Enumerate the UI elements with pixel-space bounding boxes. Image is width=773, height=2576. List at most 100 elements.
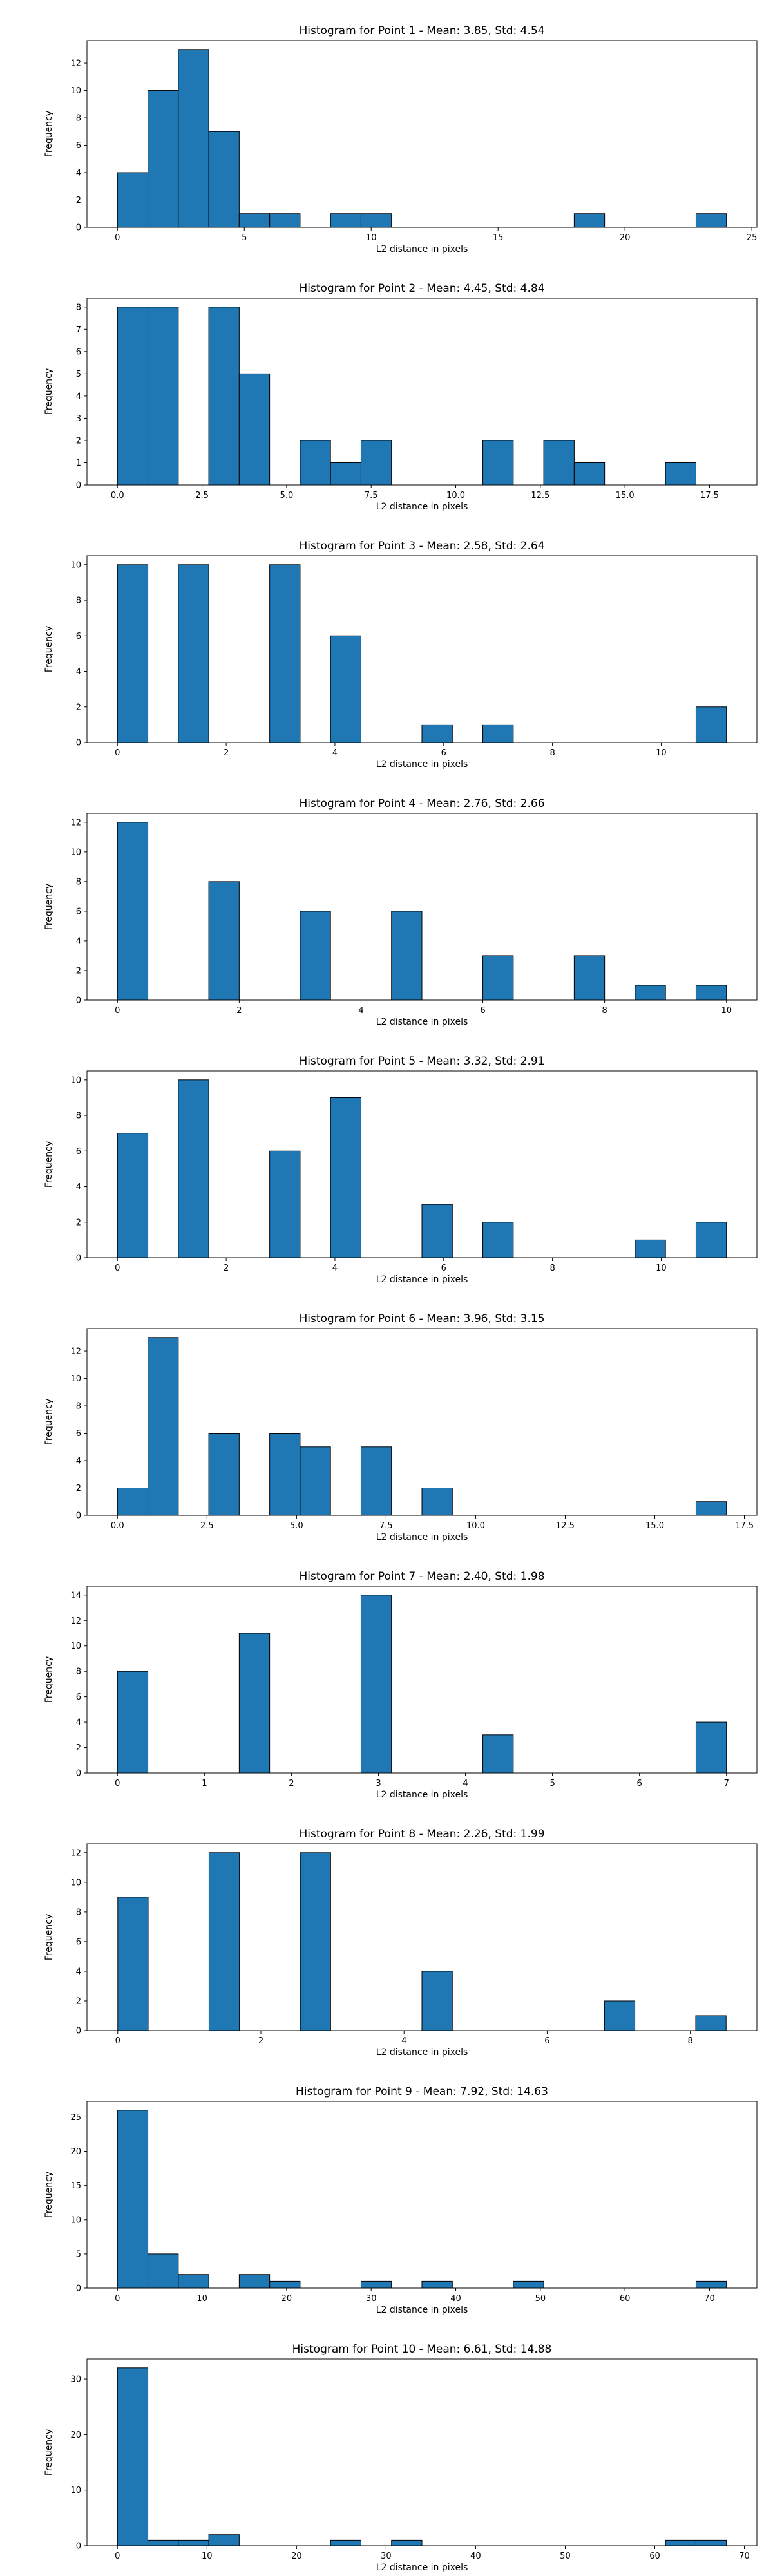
- x-tick-label: 6: [441, 1264, 446, 1273]
- plot-frame: [86, 1328, 758, 1516]
- y-tick-label: 10: [70, 560, 81, 570]
- x-axis-label: L2 distance in pixels: [376, 2305, 468, 2315]
- histogram-bar: [269, 213, 301, 228]
- y-tick-label: 12: [70, 1848, 81, 1858]
- y-tick-label: 10: [70, 1642, 81, 1651]
- y-tick-label: 20: [70, 2430, 81, 2440]
- y-tick-label: 20: [70, 2147, 81, 2157]
- histogram-bar: [391, 911, 423, 1001]
- x-axis-label: L2 distance in pixels: [376, 244, 468, 254]
- histogram-bar: [208, 2534, 240, 2546]
- y-tick-label: 14: [70, 1591, 81, 1600]
- x-tick-label: 5: [242, 233, 247, 243]
- histogram-bar: [360, 213, 392, 228]
- y-tick-label: 10: [70, 848, 81, 857]
- histogram-bar: [695, 1721, 727, 1774]
- histogram-bar: [360, 1446, 392, 1516]
- x-axis-label: L2 distance in pixels: [376, 759, 468, 770]
- y-tick-label: 8: [76, 596, 81, 606]
- histogram-bar: [695, 706, 727, 743]
- y-tick-label: 0: [76, 2027, 81, 2036]
- histogram-bar: [269, 1433, 301, 1516]
- y-tick-label: 8: [76, 114, 81, 124]
- histogram-bar: [695, 1222, 727, 1258]
- histogram-bar: [148, 1337, 179, 1516]
- y-axis-label: Frequency: [44, 884, 54, 930]
- x-tick-label: 4: [463, 1779, 468, 1788]
- histogram-chart-7: Histogram for Point 7 - Mean: 2.40, Std:…: [44, 1570, 758, 1800]
- y-tick-label: 8: [76, 1112, 81, 1121]
- y-tick-label: 10: [70, 1075, 81, 1085]
- y-tick-label: 4: [76, 169, 81, 178]
- histogram-bar: [117, 1897, 149, 2031]
- plot-frame: [86, 2358, 758, 2546]
- histogram-bar: [300, 1446, 331, 1516]
- chart-title: Histogram for Point 10 - Mean: 6.61, Std…: [292, 2343, 552, 2356]
- x-tick-label: 17.5: [700, 491, 719, 500]
- histogram-bar: [117, 172, 149, 228]
- x-tick-label: 15.0: [645, 1521, 664, 1531]
- x-tick-label: 10: [656, 748, 667, 758]
- y-tick-label: 6: [76, 1429, 81, 1439]
- x-tick-label: 8: [602, 1006, 607, 1016]
- y-axis-label: Frequency: [44, 1656, 54, 1703]
- x-axis-label: L2 distance in pixels: [376, 502, 468, 512]
- histogram-chart-2: Histogram for Point 2 - Mean: 4.45, Std:…: [44, 282, 758, 512]
- x-tick-label: 10: [656, 1264, 667, 1273]
- histogram-chart-10: Histogram for Point 10 - Mean: 6.61, Std…: [44, 2343, 758, 2573]
- histogram-bar: [391, 2539, 423, 2546]
- y-tick-label: 8: [76, 1908, 81, 1917]
- histogram-chart-9: Histogram for Point 9 - Mean: 7.92, Std:…: [44, 2085, 758, 2315]
- x-axis-label: L2 distance in pixels: [376, 1017, 468, 1027]
- y-tick-label: 6: [76, 632, 81, 641]
- y-axis-label: Frequency: [44, 626, 54, 672]
- plot-frame: [86, 1070, 758, 1258]
- chart-title: Histogram for Point 2 - Mean: 4.45, Std:…: [299, 282, 544, 295]
- x-tick-label: 1: [202, 1779, 207, 1788]
- plot-frame: [86, 813, 758, 1001]
- y-axis-label: Frequency: [44, 1399, 54, 1445]
- y-tick-label: 2: [76, 1743, 81, 1753]
- x-tick-label: 5.0: [280, 491, 294, 500]
- y-tick-label: 4: [76, 936, 81, 946]
- histogram-bar: [148, 2253, 179, 2289]
- x-tick-label: 7: [724, 1779, 729, 1788]
- x-axis-label: L2 distance in pixels: [376, 2047, 468, 2058]
- x-tick-label: 4: [332, 1264, 338, 1273]
- y-tick-label: 10: [70, 1878, 81, 1888]
- y-axis-label: Frequency: [44, 2172, 54, 2218]
- histogram-bar: [330, 2539, 361, 2546]
- y-tick-label: 0: [76, 1769, 81, 1779]
- x-tick-label: 70: [739, 2552, 750, 2561]
- histogram-bar: [269, 1150, 301, 1258]
- x-tick-label: 30: [366, 2294, 377, 2304]
- histogram-bar: [360, 1595, 392, 1774]
- x-tick-label: 50: [535, 2294, 546, 2304]
- y-tick-label: 2: [76, 196, 81, 205]
- histogram-chart-5: Histogram for Point 5 - Mean: 3.32, Std:…: [44, 1055, 758, 1285]
- y-tick-label: 1: [76, 459, 81, 468]
- histogram-chart-6: Histogram for Point 6 - Mean: 3.96, Std:…: [44, 1312, 758, 1542]
- histogram-bar: [117, 2367, 149, 2546]
- x-tick-label: 10: [721, 1006, 732, 1016]
- x-tick-label: 7.5: [379, 1521, 393, 1531]
- histogram-bar: [148, 90, 179, 228]
- x-axis-label: L2 distance in pixels: [376, 1274, 468, 1285]
- histogram-bar: [178, 2539, 209, 2546]
- histogram-bar: [269, 564, 301, 743]
- x-tick-label: 6: [544, 2036, 549, 2046]
- y-axis-label: Frequency: [44, 1141, 54, 1188]
- histogram-bar: [117, 1133, 149, 1258]
- x-tick-label: 2: [236, 1006, 242, 1016]
- x-tick-label: 6: [441, 748, 446, 758]
- y-tick-label: 0: [76, 2284, 81, 2294]
- y-tick-label: 2: [76, 966, 81, 976]
- x-tick-label: 10: [366, 233, 377, 243]
- y-tick-label: 2: [76, 1218, 81, 1227]
- histogram-bar: [360, 2280, 392, 2289]
- x-tick-label: 0: [115, 2552, 120, 2561]
- y-tick-label: 0: [76, 1254, 81, 1264]
- x-tick-label: 2: [258, 2036, 263, 2046]
- histogram-bar: [300, 911, 331, 1001]
- histogram-bar: [360, 440, 392, 486]
